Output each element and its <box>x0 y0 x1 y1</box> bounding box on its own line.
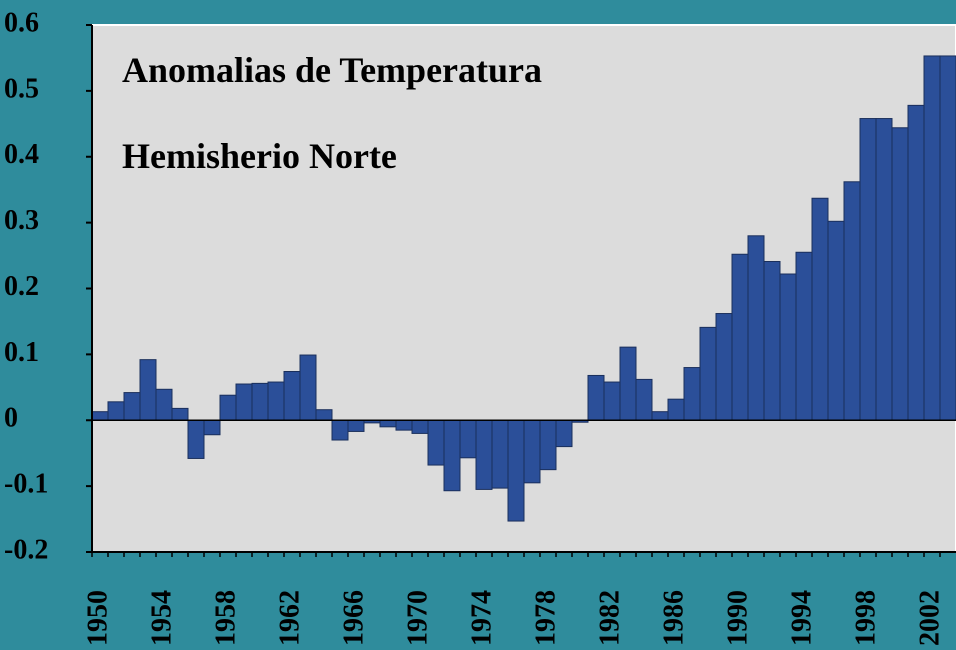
bar <box>907 104 925 421</box>
bar <box>523 419 541 484</box>
bar <box>235 383 253 421</box>
x-tick-label: 1958 <box>210 590 241 646</box>
bar <box>171 407 189 421</box>
bar <box>747 235 765 421</box>
bar <box>859 118 877 421</box>
bar <box>923 55 941 421</box>
x-tick-label: 1990 <box>722 590 753 646</box>
bar <box>587 374 605 421</box>
bar <box>443 419 461 492</box>
y-tick-label: 0.6 <box>4 7 39 38</box>
x-tick-label: 1974 <box>466 590 497 646</box>
bar <box>331 419 349 441</box>
y-tick-label: 0.5 <box>4 73 39 104</box>
bar <box>683 367 701 421</box>
bar <box>811 197 829 421</box>
bar <box>635 378 653 421</box>
bar <box>827 220 845 421</box>
x-tick-label: 1970 <box>402 590 433 646</box>
x-tick-label: 1982 <box>594 590 625 646</box>
y-tick-label: -0.1 <box>4 469 48 500</box>
x-tick-label: 1994 <box>786 590 817 646</box>
y-tick-label: 0.2 <box>4 271 39 302</box>
x-tick-label: 1998 <box>850 590 881 646</box>
bar <box>843 181 861 421</box>
y-tick-label: 0.1 <box>4 337 39 368</box>
bar <box>107 401 125 421</box>
bar <box>731 253 749 421</box>
bar <box>411 419 429 434</box>
bar <box>795 251 813 421</box>
bar <box>155 388 173 421</box>
x-tick-label: 2002 <box>914 590 945 646</box>
y-tick-label: 0.3 <box>4 205 39 236</box>
bar <box>763 260 781 421</box>
bar <box>667 398 685 421</box>
bar <box>395 419 413 431</box>
bar <box>459 419 477 459</box>
chart-subtitle: Hemisherio Norte <box>122 136 397 176</box>
x-tick-label: 1986 <box>658 590 689 646</box>
bar <box>475 419 493 490</box>
bar <box>203 419 221 436</box>
bar <box>251 382 269 421</box>
bar <box>699 326 717 421</box>
bar <box>491 419 509 489</box>
y-tick-label: -0.2 <box>4 534 48 565</box>
y-tick-label: 0.4 <box>4 139 39 170</box>
bar <box>779 273 797 421</box>
bar <box>187 419 205 459</box>
x-tick-label: 1978 <box>530 590 561 646</box>
bar <box>891 127 909 421</box>
x-tick-label: 1962 <box>274 590 305 646</box>
bar <box>619 346 637 421</box>
bar <box>379 419 397 428</box>
bar <box>603 381 621 421</box>
bar <box>315 409 333 421</box>
x-tick-label: 1954 <box>146 590 177 646</box>
bar <box>347 419 365 432</box>
bar <box>123 392 141 421</box>
bar <box>299 354 317 421</box>
chart-title: Anomalias de Temperatura <box>122 50 542 90</box>
bar <box>427 419 445 466</box>
bar <box>507 419 525 522</box>
bar <box>139 359 157 421</box>
bar <box>91 411 109 421</box>
bar <box>875 118 893 421</box>
x-tick-label: 1950 <box>82 590 113 646</box>
x-tick-label: 1966 <box>338 590 369 646</box>
bar <box>283 371 301 421</box>
bar <box>219 394 237 421</box>
bar <box>539 419 557 471</box>
bar <box>651 411 669 421</box>
bar <box>939 55 956 421</box>
y-tick-label: 0 <box>4 403 18 434</box>
bar <box>555 419 573 448</box>
bar <box>715 313 733 421</box>
bar <box>267 381 285 421</box>
